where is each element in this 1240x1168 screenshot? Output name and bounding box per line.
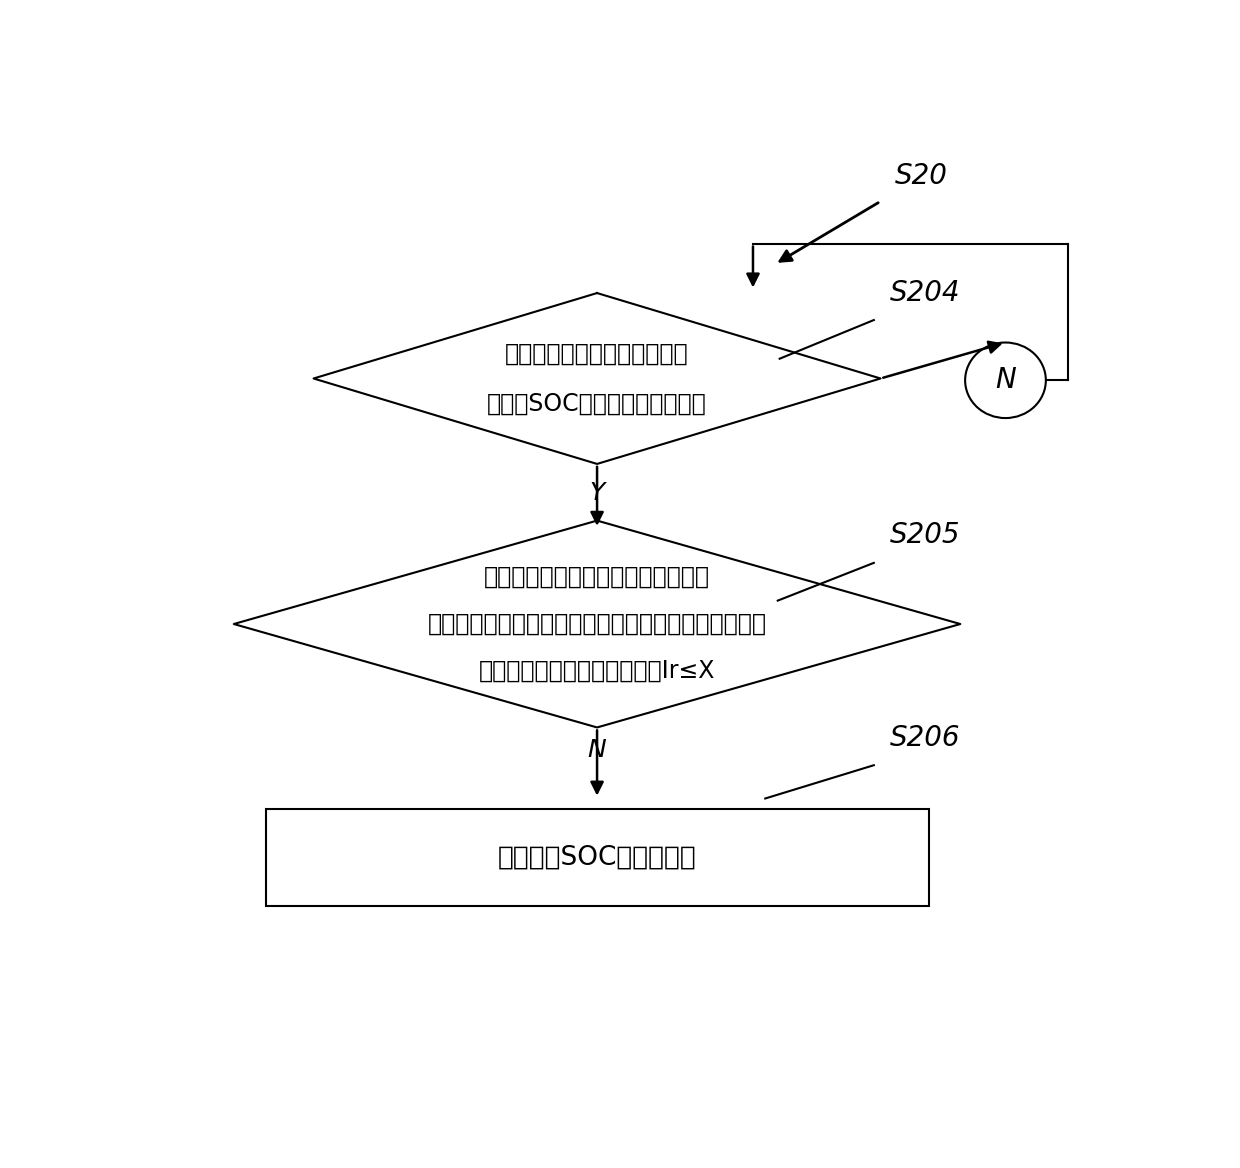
Text: S204: S204 bbox=[890, 278, 961, 306]
Text: N: N bbox=[588, 738, 606, 762]
Text: 确定电池SOC诊断不准确: 确定电池SOC诊断不准确 bbox=[497, 844, 697, 871]
Text: 根据所述电池参数信息中的当前需求: 根据所述电池参数信息中的当前需求 bbox=[484, 565, 711, 589]
Text: 充电电流计算当前需求充电倍率，并判断当前需求充电: 充电电流计算当前需求充电倍率，并判断当前需求充电 bbox=[428, 612, 766, 637]
Bar bbox=[265, 809, 929, 906]
Text: 的当前SOC是否达到第二预设值: 的当前SOC是否达到第二预设值 bbox=[487, 391, 707, 416]
Text: S205: S205 bbox=[890, 521, 961, 549]
Text: S206: S206 bbox=[890, 724, 961, 752]
Text: 判断所获取的电池参数信息中: 判断所获取的电池参数信息中 bbox=[505, 341, 689, 366]
Text: S20: S20 bbox=[895, 161, 947, 189]
Text: N: N bbox=[996, 367, 1016, 395]
Text: Y: Y bbox=[589, 481, 605, 505]
Text: 倍率是否满足以下判断条件：Ir≤X: 倍率是否满足以下判断条件：Ir≤X bbox=[479, 659, 715, 683]
